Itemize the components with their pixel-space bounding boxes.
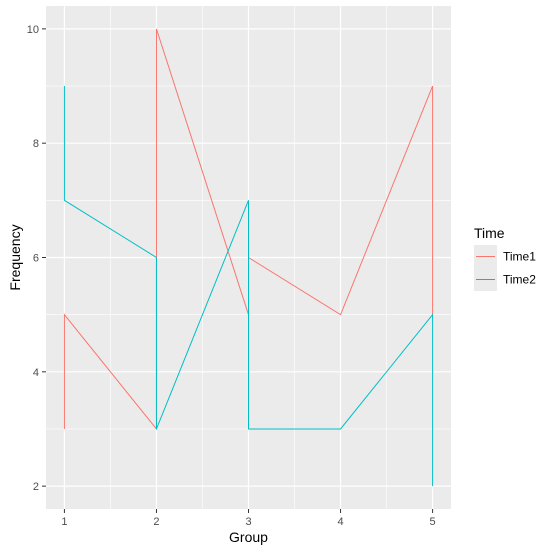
- x-tick-label: 4: [337, 516, 343, 528]
- y-tick-label: 8: [33, 138, 39, 150]
- series-layer: [63, 28, 434, 487]
- y-tick-label: 2: [33, 481, 39, 493]
- x-tick-label: 3: [245, 516, 251, 528]
- y-tick-label: 6: [33, 253, 39, 265]
- x-axis-title: Group: [229, 529, 268, 545]
- legend: Time Time1 Time2: [474, 225, 536, 291]
- x-axis: 1 2 3 4 5: [61, 509, 436, 528]
- y-tick-label: 4: [33, 367, 39, 379]
- legend-label-time1: Time1: [503, 250, 536, 264]
- x-tick-label: 5: [430, 516, 436, 528]
- legend-title: Time: [474, 225, 505, 241]
- x-tick-label: 1: [61, 516, 67, 528]
- legend-label-time2: Time2: [503, 273, 536, 287]
- legend-items: Time1 Time2: [474, 245, 536, 291]
- y-axis: 2 4 6 8 10: [27, 24, 46, 493]
- y-tick-label: 10: [27, 24, 39, 36]
- y-axis-title: Frequency: [7, 224, 23, 290]
- x-tick-label: 2: [153, 516, 159, 528]
- series-line-time2: [63, 86, 434, 487]
